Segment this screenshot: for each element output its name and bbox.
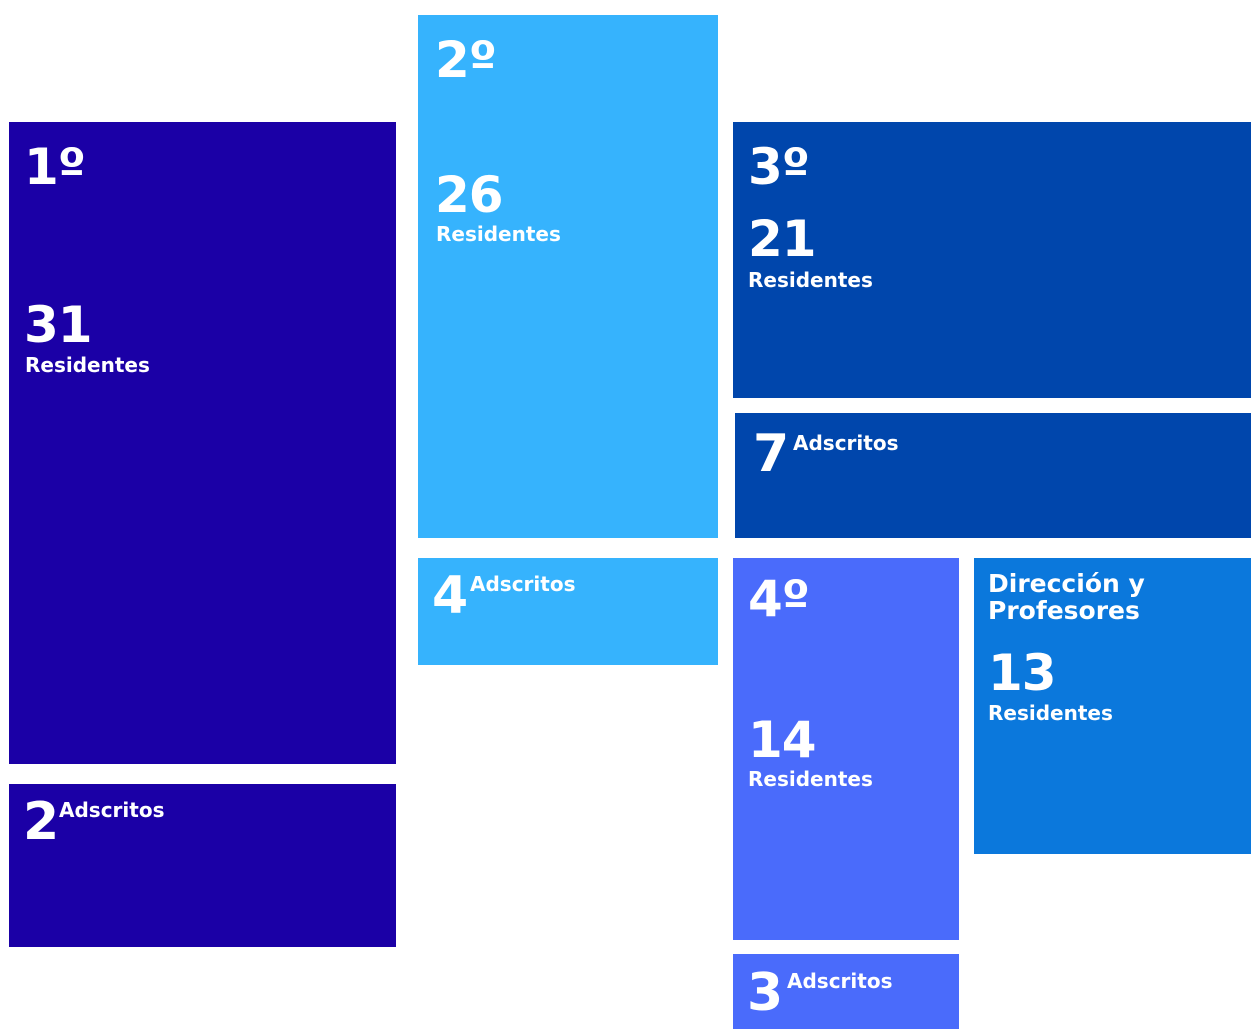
third-grade-label: 3º <box>748 138 810 196</box>
first-grade-residents-label: Residentes <box>25 353 150 377</box>
staff-title-line1: Dirección y <box>988 569 1145 598</box>
second-grade-residents-count: 26 <box>435 166 504 224</box>
second-grade-adscribed-count: 4 <box>432 566 469 626</box>
fourth-grade-residents-count: 14 <box>748 711 817 769</box>
third-grade-adscribed-block: 7 Adscritos <box>735 413 1251 538</box>
fourth-grade-adscribed-label: Adscritos <box>787 969 893 993</box>
first-grade-adscribed-count: 2 <box>23 792 60 852</box>
fourth-grade-adscribed-count: 3 <box>747 963 784 1023</box>
first-grade-adscribed-label: Adscritos <box>59 798 165 822</box>
staff-residents-count: 13 <box>988 644 1057 702</box>
second-grade-label: 2º <box>435 31 497 89</box>
second-grade-residents-label: Residentes <box>436 222 561 246</box>
staff-residents-label: Residentes <box>988 701 1113 725</box>
first-grade-label: 1º <box>24 138 86 196</box>
second-grade-residents-block: 2º 26 Residentes <box>418 15 718 538</box>
first-grade-residents-count: 31 <box>24 296 93 354</box>
second-grade-adscribed-label: Adscritos <box>470 572 576 596</box>
fourth-grade-adscribed-block: 3 Adscritos <box>733 954 959 1029</box>
first-grade-residents-block: 1º 31 Residentes <box>9 122 396 764</box>
third-grade-adscribed-count: 7 <box>753 424 790 484</box>
fourth-grade-residents-label: Residentes <box>748 767 873 791</box>
third-grade-adscribed-label: Adscritos <box>793 431 899 455</box>
first-grade-adscribed-block: 2 Adscritos <box>9 784 396 947</box>
third-grade-residents-count: 21 <box>748 210 817 268</box>
staff-title-line2: Profesores <box>988 596 1140 625</box>
fourth-grade-residents-block: 4º 14 Residentes <box>733 558 959 940</box>
second-grade-adscribed-block: 4 Adscritos <box>418 558 718 665</box>
third-grade-residents-label: Residentes <box>748 268 873 292</box>
third-grade-residents-block: 3º 21 Residentes <box>733 122 1251 398</box>
staff-residents-block: Dirección y Profesores 13 Residentes <box>974 558 1251 854</box>
fourth-grade-label: 4º <box>748 570 810 628</box>
